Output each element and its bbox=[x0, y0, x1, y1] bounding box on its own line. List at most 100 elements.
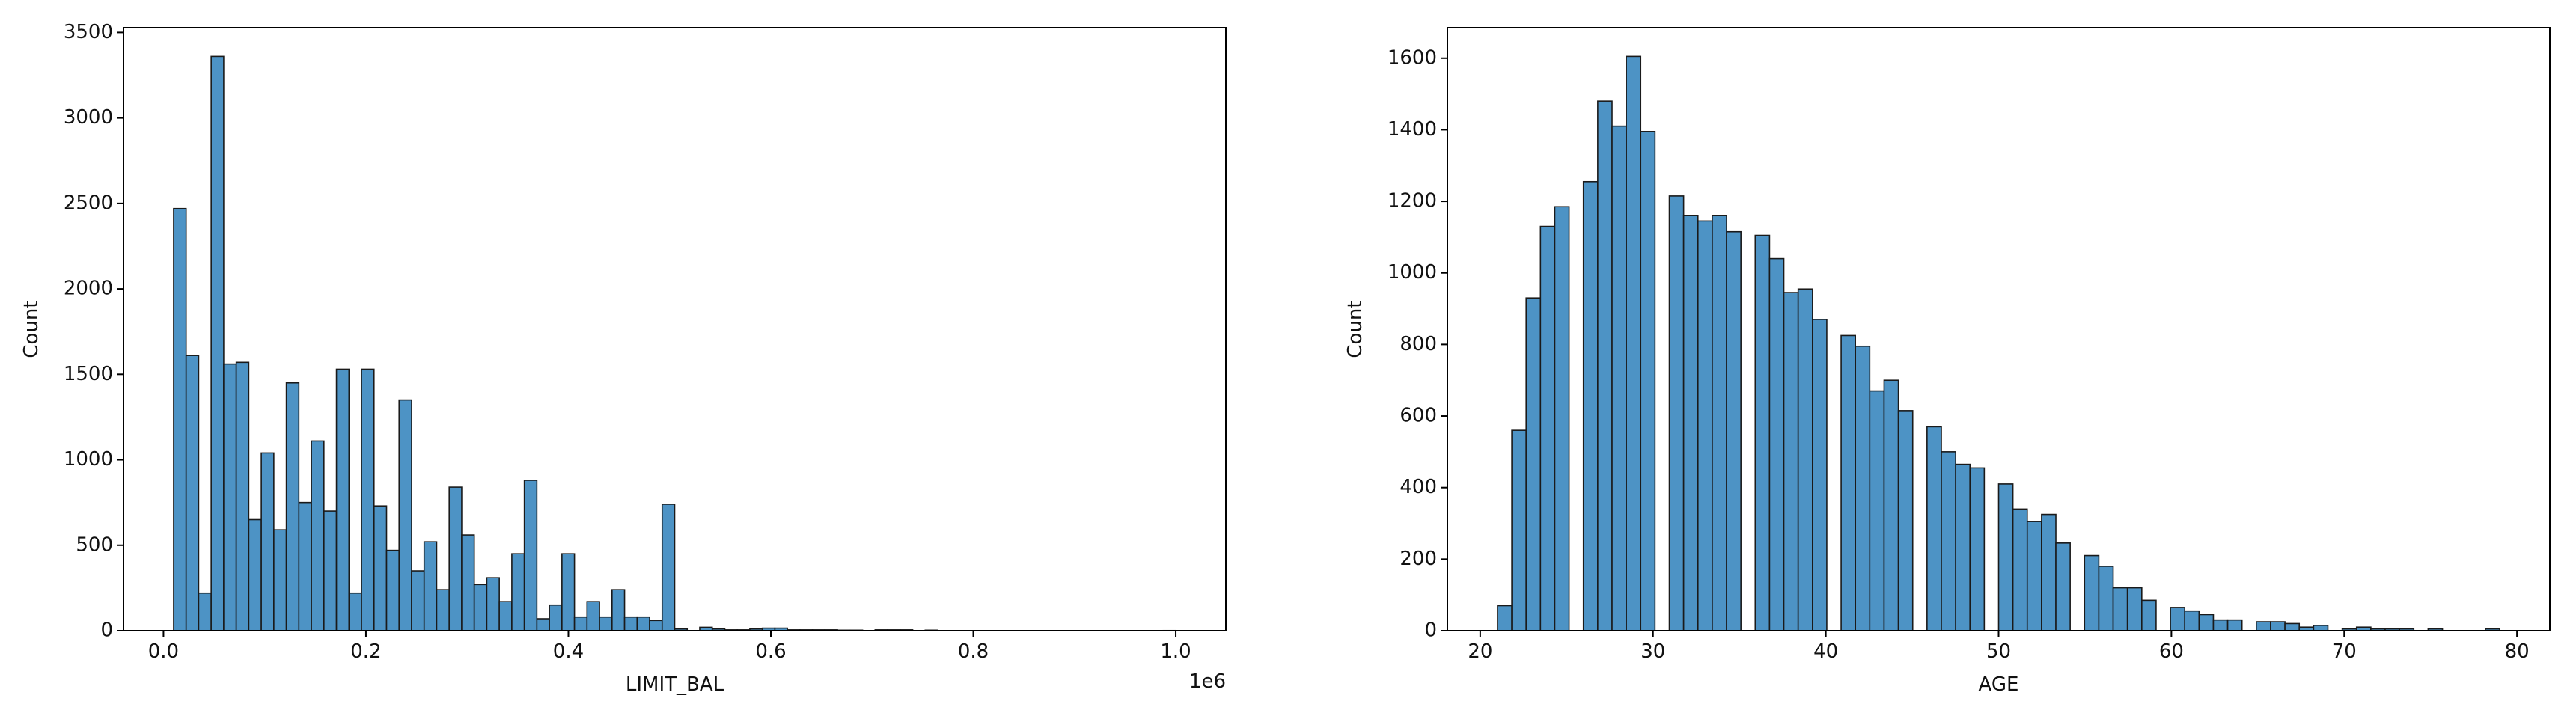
bar bbox=[2198, 614, 2215, 631]
y-tick-label: 400 bbox=[1400, 476, 1437, 498]
y-tick-label: 800 bbox=[1400, 333, 1437, 355]
x-tick-label: 0.0 bbox=[148, 640, 179, 663]
bar bbox=[1597, 100, 1613, 631]
bar bbox=[1611, 125, 1627, 631]
bar bbox=[1726, 230, 1742, 631]
bar bbox=[198, 592, 212, 631]
y-tick-label: 3500 bbox=[64, 21, 113, 43]
bar bbox=[1539, 225, 1556, 631]
bar bbox=[1941, 451, 1956, 631]
bar bbox=[2112, 587, 2128, 631]
y-tick-label: 3000 bbox=[64, 106, 113, 129]
y-tick-label: 1600 bbox=[1388, 46, 1437, 69]
bar bbox=[335, 368, 350, 631]
bar bbox=[549, 604, 563, 631]
bar bbox=[1582, 180, 1599, 631]
bar bbox=[1525, 297, 1542, 631]
y-tick-label: 2000 bbox=[64, 278, 113, 300]
y-tick-label: 1200 bbox=[1388, 190, 1437, 212]
bar bbox=[260, 452, 275, 631]
x-tick-label: 60 bbox=[2159, 640, 2184, 663]
x-tick-label: 0.8 bbox=[958, 640, 989, 663]
y-tick-label: 0 bbox=[1424, 620, 1437, 642]
bar bbox=[486, 577, 500, 631]
bar bbox=[1997, 483, 2014, 631]
y-tick-label: 200 bbox=[1400, 548, 1437, 570]
bar bbox=[599, 616, 613, 631]
bar bbox=[1497, 605, 1513, 631]
bar bbox=[2256, 621, 2271, 631]
x-tick-label: 0.2 bbox=[350, 640, 381, 663]
bar bbox=[623, 616, 638, 631]
bar bbox=[1955, 463, 1971, 631]
bar bbox=[1797, 288, 1813, 631]
bar bbox=[385, 549, 400, 631]
bar bbox=[1554, 206, 1570, 631]
y-tick-label: 1400 bbox=[1388, 118, 1437, 141]
bar bbox=[2212, 619, 2229, 631]
bar bbox=[2284, 622, 2301, 631]
bar bbox=[1869, 390, 1885, 631]
bar bbox=[1840, 334, 1856, 631]
bar bbox=[348, 592, 362, 631]
bar bbox=[448, 486, 463, 631]
y-tick-label: 2500 bbox=[64, 192, 113, 214]
bar bbox=[498, 601, 513, 631]
y-tick-label: 500 bbox=[76, 533, 113, 556]
bar bbox=[436, 589, 451, 631]
bar bbox=[2012, 508, 2028, 631]
bar bbox=[2084, 554, 2100, 631]
bar bbox=[373, 505, 388, 631]
x-tick-label: 80 bbox=[2505, 640, 2530, 663]
bar bbox=[1697, 220, 1713, 631]
x-tick-label: 40 bbox=[1813, 640, 1838, 663]
bar bbox=[561, 553, 576, 631]
bar bbox=[210, 55, 225, 631]
bar bbox=[1812, 319, 1828, 631]
bar bbox=[2055, 542, 2071, 631]
bar bbox=[461, 534, 475, 631]
bar bbox=[2313, 625, 2329, 631]
bar bbox=[611, 589, 626, 631]
x-offset-text: 1e6 bbox=[1189, 670, 1226, 693]
bar bbox=[1926, 426, 1942, 631]
bar bbox=[173, 207, 187, 631]
bar bbox=[473, 584, 488, 631]
y-tick-label: 1000 bbox=[64, 448, 113, 471]
x-tick-label: 1.0 bbox=[1160, 640, 1191, 663]
bar bbox=[185, 355, 200, 631]
x-tick-label: 0.6 bbox=[755, 640, 786, 663]
y-tick-label: 1500 bbox=[64, 363, 113, 385]
x-tick-label: 30 bbox=[1640, 640, 1665, 663]
bar bbox=[2170, 607, 2185, 631]
y-axis-label: Count bbox=[20, 300, 43, 358]
bar bbox=[661, 504, 676, 631]
bar bbox=[636, 616, 650, 631]
bar bbox=[273, 529, 287, 631]
x-tick-label: 70 bbox=[2332, 640, 2357, 663]
bar bbox=[2226, 619, 2243, 631]
bar bbox=[1855, 345, 1871, 631]
bar bbox=[1768, 257, 1785, 631]
x-tick-label: 20 bbox=[1468, 640, 1492, 663]
y-tick-label: 600 bbox=[1400, 405, 1437, 427]
bar bbox=[398, 399, 412, 631]
y-tick-label: 1000 bbox=[1388, 261, 1437, 284]
bar bbox=[1754, 234, 1771, 631]
bar bbox=[285, 382, 300, 631]
bar bbox=[649, 620, 663, 631]
bar bbox=[323, 510, 338, 631]
bar bbox=[2041, 513, 2057, 631]
bar bbox=[2098, 566, 2114, 631]
bar bbox=[298, 501, 312, 631]
bar bbox=[511, 553, 525, 631]
bar bbox=[311, 440, 325, 631]
bar bbox=[1668, 195, 1685, 631]
x-tick-label: 50 bbox=[1986, 640, 2011, 663]
x-tick-label: 0.4 bbox=[553, 640, 584, 663]
bar bbox=[1897, 410, 1914, 631]
bar bbox=[586, 601, 600, 631]
x-axis-label: LIMIT_BAL bbox=[626, 673, 724, 696]
bar bbox=[1783, 292, 1799, 631]
